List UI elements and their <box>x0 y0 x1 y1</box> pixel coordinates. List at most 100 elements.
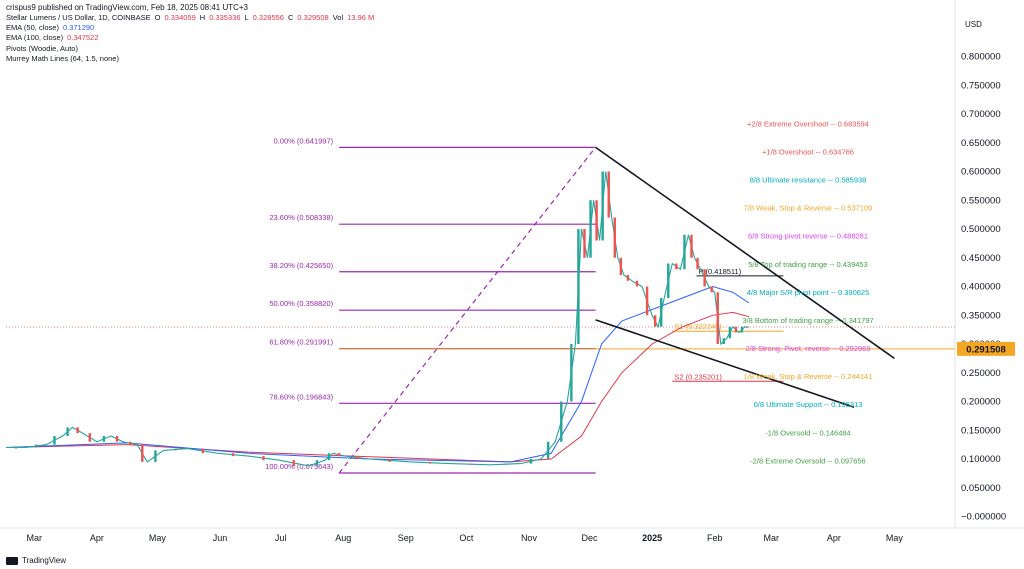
pivot-label: S2 (0.235201) <box>674 372 722 381</box>
fib-level-label: 61.80% (0.291991) <box>269 338 333 347</box>
current-price-badge <box>957 341 1015 356</box>
ema50-line <box>5 285 750 463</box>
indicator-label: Murrey Math Lines (64, 1.5, none) <box>6 53 119 63</box>
fib-level-label: 78.60% (0.196843) <box>269 392 333 401</box>
price-candle <box>601 171 604 241</box>
currency-label[interactable]: USD <box>965 20 982 29</box>
murrey-level-label: 6/8 Strong pivot reverse -- 0.488281 <box>748 232 868 241</box>
current-price-label: 0.291508 <box>966 344 1006 355</box>
price-candle <box>703 269 706 287</box>
ohlc-high-label: H <box>199 13 206 22</box>
x-tick-label: Dec <box>582 533 599 543</box>
indicator-pivots[interactable]: Pivots (Woodie, Auto) <box>6 44 374 54</box>
y-tick-label: 0.800000 <box>961 52 1001 63</box>
murrey-level-label: -2/8 Extreme Oversold -- 0.097656 <box>750 456 865 465</box>
price-candle <box>529 459 533 464</box>
price-candle <box>428 461 432 464</box>
indicator-murrey[interactable]: Murrey Math Lines (64, 1.5, none) <box>6 54 374 64</box>
indicator-value: 0.371290 <box>62 23 95 33</box>
fib-level-label: 100.00% (0.075643) <box>265 462 333 471</box>
y-tick-label: 0.150000 <box>961 425 1001 436</box>
price-candle <box>14 447 18 449</box>
tradingview-brand[interactable]: TradingView <box>6 556 66 565</box>
pivot-label: S1 (0.322240) <box>674 322 722 331</box>
price-candle <box>315 460 319 466</box>
price-candle <box>76 427 79 434</box>
ohlc-low-label: L <box>244 13 249 22</box>
price-candle <box>619 257 623 275</box>
price-candle <box>645 286 649 316</box>
price-candle <box>613 217 616 258</box>
indicator-ema100[interactable]: EMA (100, close) 0.347522 <box>6 33 374 43</box>
price-candle <box>734 326 738 333</box>
price-line <box>6 171 750 467</box>
ohlc-open: 0.334059 <box>164 13 196 22</box>
y-tick-label: 0.200000 <box>961 397 1001 408</box>
y-tick-label: 0.400000 <box>961 282 1001 293</box>
price-candle <box>102 436 106 442</box>
price-candle <box>626 275 630 281</box>
price-candle <box>589 200 592 258</box>
price-candle <box>35 444 38 448</box>
symbol-name[interactable]: Stellar Lumens / US Dollar, 1D, COINBASE <box>6 13 151 22</box>
x-tick-label: May <box>149 533 167 543</box>
indicator-label: EMA (100, close) <box>6 33 64 43</box>
price-candle <box>141 444 144 462</box>
fib-level-label: 50.00% (0.358820) <box>269 299 333 308</box>
ohlc-open-label: O <box>154 13 161 22</box>
price-candle <box>635 280 639 287</box>
price-candle <box>292 460 295 466</box>
price-candle <box>388 459 391 462</box>
tradingview-logo-icon <box>6 556 18 565</box>
y-tick-label: −0.000000 <box>961 512 1006 523</box>
murrey-level-label: 5/8 Top of trading range -- 0.439453 <box>748 260 868 269</box>
price-candle <box>469 463 472 465</box>
price-candle <box>53 436 56 445</box>
price-candle <box>660 298 663 327</box>
fib-trend-line <box>338 146 597 474</box>
ohlc-close-label: C <box>287 13 294 22</box>
price-candle <box>722 338 726 344</box>
x-tick-label: Jul <box>275 533 287 543</box>
indicator-value: 0.347522 <box>67 33 99 43</box>
price-candle <box>115 436 119 442</box>
price-candle <box>66 427 69 436</box>
price-candle <box>327 453 331 461</box>
murrey-level-label: 2/8 Strong, Pivot, reverse -- 0.292969 <box>745 344 870 353</box>
x-tick-label: May <box>886 533 904 543</box>
ohlc-close: 0.329508 <box>297 13 329 22</box>
murrey-level-label: 4/8 Major S/R pivot point -- 0.390625 <box>747 288 870 297</box>
price-candle <box>683 234 686 270</box>
murrey-level-label: 7/8 Weak, Stop & Reverse -- 0.537109 <box>744 204 873 213</box>
price-candle <box>560 401 563 442</box>
x-tick-label: Aug <box>335 533 351 543</box>
murrey-level-label: +1/8 Overshoot -- 0.634766 <box>762 148 854 157</box>
indicator-ema50[interactable]: EMA (50, close) 0.371290 <box>6 23 374 33</box>
price-candle <box>262 456 265 461</box>
murrey-level-label: +2/8 Extreme Overshoot -- 0.683594 <box>747 119 869 128</box>
price-candle <box>745 326 749 328</box>
x-tick-label: Jun <box>213 533 228 543</box>
volume-value: 13.96 M <box>347 13 375 22</box>
y-tick-label: 0.050000 <box>961 483 1001 494</box>
pivot-label: P (0.418511) <box>699 267 742 276</box>
price-candle <box>201 448 205 454</box>
ohlc-high: 0.335336 <box>209 13 241 22</box>
x-tick-label: Mar <box>764 533 780 543</box>
x-tick-label: Sep <box>398 533 414 543</box>
x-tick-label: Apr <box>827 533 841 543</box>
price-candle <box>546 441 550 459</box>
murrey-level-label: 3/8 Bottom of trading range -- 0.341797 <box>742 316 873 325</box>
y-tick-label: 0.450000 <box>961 253 1001 264</box>
murrey-level-label: 0/8 Ultimate Support -- 0.195313 <box>754 400 863 409</box>
price-candle <box>716 292 719 344</box>
price-candle <box>690 234 693 258</box>
fib-level-label: 23.60% (0.508338) <box>269 213 333 222</box>
brand-label: TradingView <box>22 556 67 565</box>
price-candle <box>607 171 610 218</box>
price-candle <box>710 286 713 293</box>
price-candle <box>174 448 177 451</box>
indicator-label: Pivots (Woodie, Auto) <box>6 43 78 53</box>
x-tick-label: Feb <box>707 533 723 543</box>
